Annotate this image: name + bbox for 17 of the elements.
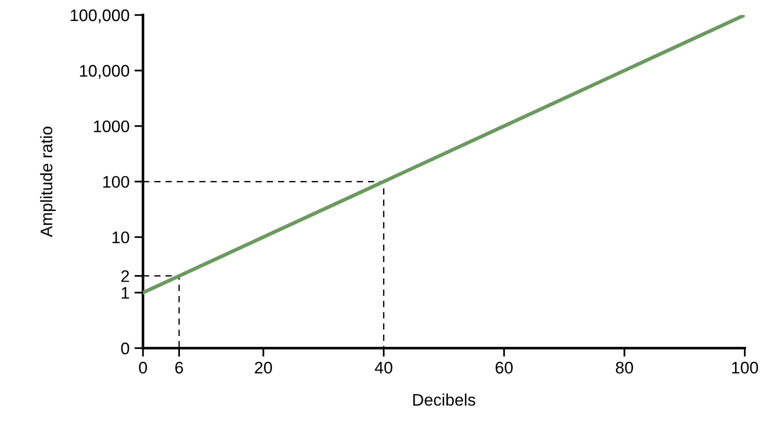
y-tick-label: 10,000 (80, 64, 130, 79)
y-tick-label: 2 (121, 270, 129, 282)
y-tick-label: 10 (112, 231, 130, 244)
x-axis-title: Decibels (413, 394, 476, 406)
x-tick-label: 6 (175, 362, 183, 374)
y-tick-label: 1000 (94, 120, 130, 132)
y-tick-label: 100 (103, 176, 130, 188)
y-tick-label: 1 (122, 287, 129, 299)
x-tick-label: 100 (732, 362, 758, 374)
x-tick-label: 40 (374, 362, 392, 374)
y-tick-label: 100,000 (70, 9, 130, 24)
x-tick-label: 60 (496, 362, 513, 374)
y-tick-label: 0 (121, 342, 130, 354)
x-tick-label: 0 (139, 362, 147, 374)
x-tick-label: 20 (254, 362, 272, 374)
y-axis-title: Amplitude ratio (40, 126, 56, 238)
x-tick-label: 80 (616, 362, 634, 374)
